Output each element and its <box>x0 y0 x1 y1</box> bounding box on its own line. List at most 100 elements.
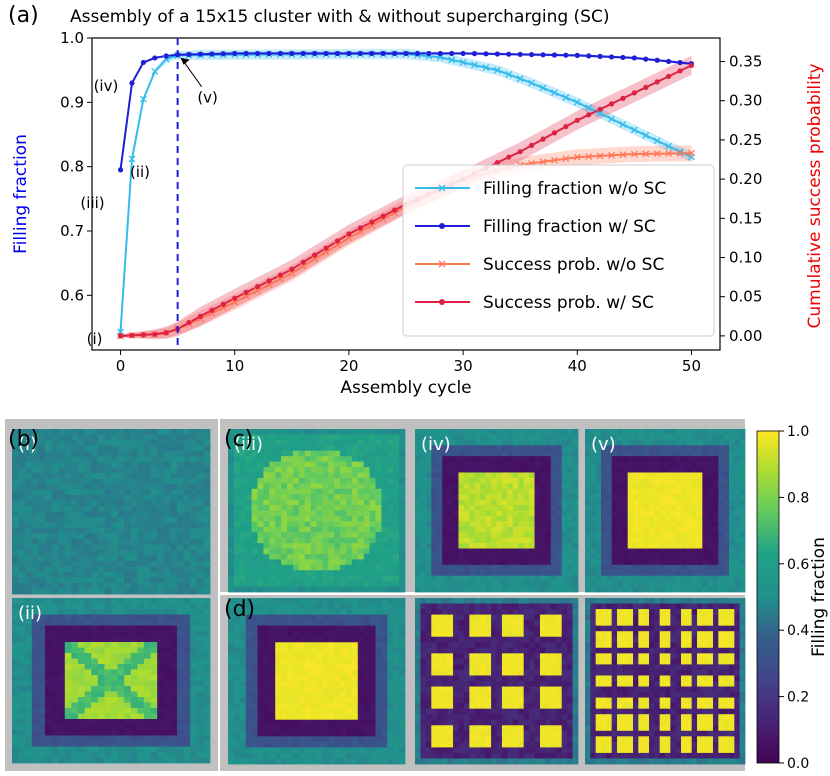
heatmap-cell <box>601 559 607 566</box>
heatmap-cell <box>38 473 46 479</box>
heatmap-cell <box>12 517 19 523</box>
heatmap-cell <box>518 515 525 522</box>
heatmap-cell <box>697 548 703 555</box>
heatmap-cell <box>351 467 359 473</box>
heatmap-cell <box>328 553 335 560</box>
heatmap-cell <box>228 586 235 593</box>
heatmap-cell <box>64 506 72 512</box>
heatmap-cell <box>595 548 602 555</box>
heatmap-cell <box>203 445 211 452</box>
heatmap-cell <box>670 575 677 582</box>
heatmap-cell <box>196 533 204 540</box>
heatmap-cell <box>328 434 335 441</box>
heatmap-cell <box>157 757 165 764</box>
heatmap-cell <box>340 526 347 533</box>
heatmap-cell <box>111 620 118 626</box>
heatmap-cell <box>567 543 573 549</box>
heatmap-cell <box>104 429 112 435</box>
heatmap-cell <box>269 614 276 621</box>
heatmap-cell <box>38 506 46 512</box>
heatmap-cell <box>357 515 365 522</box>
heatmap-cell <box>399 553 406 560</box>
heatmap-cell <box>51 741 59 747</box>
heatmap-cell <box>346 570 353 577</box>
heatmap-cell <box>228 510 235 517</box>
heatmap-cell <box>104 451 112 457</box>
heatmap-cell <box>239 488 247 495</box>
heatmap-cell <box>130 708 138 714</box>
heatmap-cell <box>507 537 514 544</box>
heatmap-cell <box>163 572 171 578</box>
heatmap-cell <box>393 461 400 468</box>
heatmap-cell <box>691 515 698 522</box>
heatmap-cell <box>84 561 92 567</box>
heatmap-cell <box>292 548 300 555</box>
heatmap-cell <box>691 439 698 446</box>
heatmap-cell <box>496 559 503 566</box>
heatmap-cell <box>58 445 66 452</box>
heatmap-cell <box>97 434 105 441</box>
heatmap-cell <box>415 429 421 435</box>
heatmap-cell <box>12 647 19 654</box>
heatmap-cell <box>316 515 323 522</box>
heatmap-cell <box>97 577 105 584</box>
heatmap-cell <box>97 603 105 610</box>
heatmap-cell <box>638 483 645 490</box>
heatmap-cell <box>58 473 66 479</box>
heatmap-cell <box>78 702 85 709</box>
heatmap-cell <box>393 564 400 571</box>
heatmap-cell <box>686 521 693 528</box>
heatmap-cell <box>111 583 118 589</box>
heatmap-cell <box>298 494 306 501</box>
heatmap-cell <box>425 477 432 484</box>
heatmap-cell <box>25 697 33 703</box>
heatmap-cell <box>529 467 535 473</box>
heatmap-cell <box>144 522 151 529</box>
heatmap-cell <box>659 548 666 555</box>
heatmap-cell <box>534 445 541 452</box>
heatmap-cell <box>691 510 698 517</box>
heatmap-cell <box>638 521 645 528</box>
point-series-2 <box>619 151 627 159</box>
heatmap-cell <box>375 515 382 522</box>
heatmap-cell <box>38 603 46 610</box>
heatmap-cell <box>263 434 270 441</box>
heatmap-cell <box>104 625 112 632</box>
heatmap-cell <box>595 521 602 528</box>
heatmap-cell <box>507 532 514 539</box>
heatmap-cell <box>91 478 99 485</box>
heatmap-cell <box>18 757 26 764</box>
heatmap-cell <box>177 544 184 551</box>
heatmap-cell <box>322 467 329 473</box>
heatmap-cell <box>691 526 698 533</box>
heatmap-cell <box>316 494 323 501</box>
heatmap-cell <box>117 680 125 687</box>
heatmap-cell <box>12 478 19 485</box>
heatmap-cell <box>183 500 191 507</box>
heatmap-cell <box>196 702 204 709</box>
heatmap-cell <box>474 456 481 462</box>
heatmap-cell <box>137 462 145 468</box>
heatmap-cell <box>104 473 112 479</box>
heatmap-cell <box>38 702 46 709</box>
heatmap-cell <box>431 429 438 435</box>
heatmap-cell <box>281 521 288 528</box>
heatmap-cell <box>501 548 508 555</box>
heatmap-cell <box>713 570 719 577</box>
heatmap-cell <box>104 583 112 589</box>
heatmap-cell <box>196 473 204 479</box>
heatmap-cell <box>718 445 725 452</box>
heatmap-cell <box>611 510 618 517</box>
heatmap-cell <box>233 429 241 435</box>
heatmap-cell <box>691 494 698 501</box>
heatmap-cell <box>611 467 618 473</box>
heatmap-cell <box>177 697 184 703</box>
heatmap-cell <box>556 510 563 517</box>
heatmap-cell <box>84 735 92 742</box>
heatmap-cell <box>97 456 105 463</box>
heatmap-cell <box>491 526 497 533</box>
heatmap-cell <box>649 564 655 571</box>
heatmap-cell <box>420 510 427 517</box>
heatmap-cell <box>196 620 204 626</box>
